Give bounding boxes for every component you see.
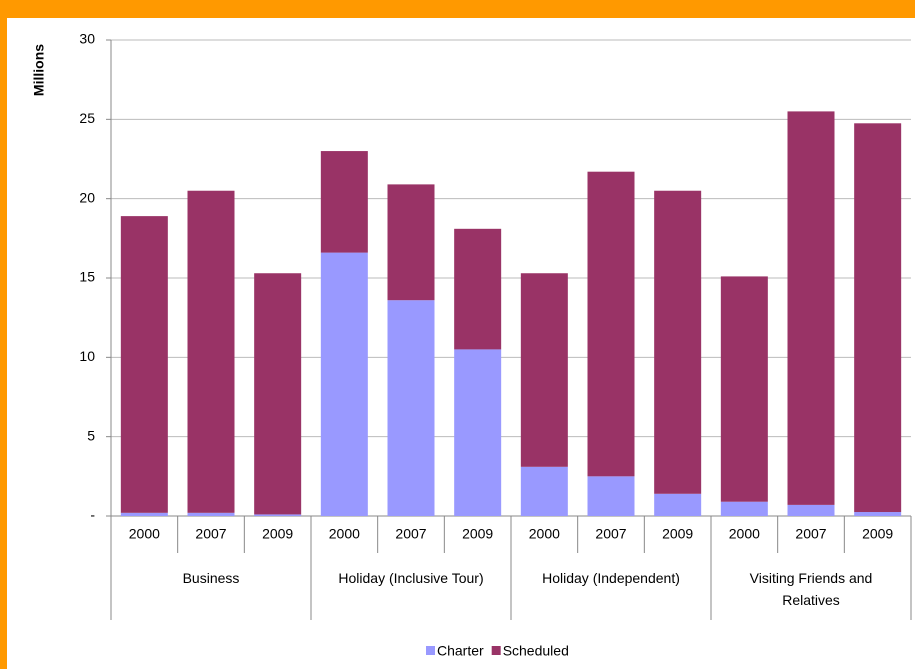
top-border: [0, 0, 915, 18]
bar: [320, 151, 368, 253]
group-label: Business: [182, 570, 240, 586]
x-tick-label: 2007: [395, 526, 426, 542]
bar: [787, 111, 835, 505]
bar: [854, 123, 902, 513]
x-tick-label: 2000: [529, 526, 560, 542]
y-tick-label: 10: [79, 348, 95, 364]
bar: [587, 476, 635, 516]
group-label: Holiday (Independent): [542, 570, 680, 586]
y-axis-label: Millions: [31, 44, 47, 96]
x-tick-label: 2007: [195, 526, 226, 542]
bar: [720, 501, 768, 516]
x-tick-label: 2009: [662, 526, 693, 542]
bar: [587, 171, 635, 477]
bar: [254, 273, 302, 515]
y-tick-label: -: [90, 507, 95, 523]
bar: [120, 512, 168, 516]
x-tick-label: 2009: [262, 526, 293, 542]
bar: [787, 504, 835, 516]
x-tick-label: 2007: [795, 526, 826, 542]
bar: [454, 228, 502, 350]
bar: [320, 252, 368, 516]
legend-label: Charter: [437, 643, 484, 659]
y-tick-label: 30: [79, 31, 95, 47]
bar: [654, 190, 702, 494]
bar: [187, 512, 235, 516]
x-tick-label: 2000: [729, 526, 760, 542]
bar: [254, 514, 302, 516]
x-tick-label: 2000: [129, 526, 160, 542]
bar: [454, 349, 502, 516]
legend-label: Scheduled: [503, 643, 569, 659]
group-label: Holiday (Inclusive Tour): [338, 570, 484, 586]
y-tick-label: 5: [87, 427, 95, 443]
legend-swatch: [491, 646, 501, 655]
x-tick-label: 2009: [862, 526, 893, 542]
group-label: Visiting Friends and Relatives: [749, 570, 873, 608]
left-border: [0, 0, 7, 669]
x-tick-label: 2000: [329, 526, 360, 542]
x-tick-label: 2009: [462, 526, 493, 542]
bar: [387, 184, 435, 301]
bar: [520, 273, 568, 467]
bar: [720, 276, 768, 502]
bar: [120, 216, 168, 513]
bar: [520, 466, 568, 516]
bar: [187, 190, 235, 513]
bar: [654, 493, 702, 516]
bar: [387, 300, 435, 516]
legend-swatch: [426, 646, 435, 655]
x-tick-label: 2007: [595, 526, 626, 542]
y-tick-label: 20: [79, 189, 95, 205]
y-tick-label: 25: [79, 110, 95, 126]
y-tick-label: 15: [79, 269, 95, 285]
bar: [854, 512, 902, 516]
